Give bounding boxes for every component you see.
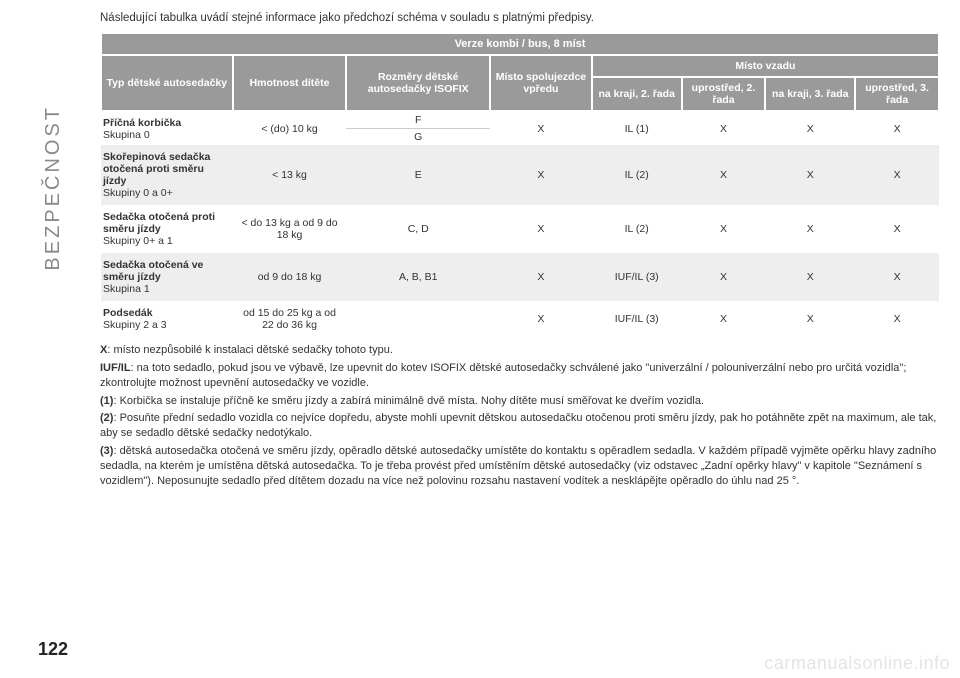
th-type: Typ dětské autosedačky xyxy=(101,55,233,111)
note-x: X: místo nezpůsobilé k instalaci dětské … xyxy=(100,343,940,358)
note-1-text: : Korbička se instaluje příčně ke směru … xyxy=(113,395,704,407)
cell-r2: X xyxy=(682,145,766,205)
watermark: carmanualsonline.info xyxy=(764,653,950,674)
table-row: Skořepinová sedačka otočená proti směru … xyxy=(101,145,939,205)
type-plain: Skupina 0 xyxy=(103,129,150,141)
th-rear-group: Místo vzadu xyxy=(592,55,939,77)
type-bold: Podsedák xyxy=(103,307,153,319)
intro-text: Následující tabulka uvádí stejné informa… xyxy=(100,12,940,24)
cell-front: X xyxy=(490,301,592,337)
cell-r4: X xyxy=(855,111,939,145)
note-1: (1): Korbička se instaluje příčně ke smě… xyxy=(100,394,940,409)
cell-r3: X xyxy=(765,145,855,205)
cell-mass: < (do) 10 kg xyxy=(233,111,347,145)
cell-r1: IL (1) xyxy=(592,111,682,145)
th-size: Rozměry dětské autosedačky ISOFIX xyxy=(346,55,490,111)
cell-mass: < do 13 kg a od 9 do 18 kg xyxy=(233,205,347,253)
type-plain: Skupiny 0 a 0+ xyxy=(103,187,173,199)
cell-r2: X xyxy=(682,301,766,337)
cell-front: X xyxy=(490,145,592,205)
cell-r3: X xyxy=(765,111,855,145)
cell-r4: X xyxy=(855,145,939,205)
note-1-label: (1) xyxy=(100,395,113,407)
page-content: Následující tabulka uvádí stejné informa… xyxy=(100,12,940,492)
cell-size-f: F xyxy=(346,111,490,129)
note-3-label: (3) xyxy=(100,445,113,457)
cell-size: A, B, B1 xyxy=(346,253,490,301)
table-title: Verze kombi / bus, 8 míst xyxy=(101,33,939,55)
cell-type: Sedačka otočená proti směru jízdy Skupin… xyxy=(101,205,233,253)
type-plain: Skupina 1 xyxy=(103,283,150,295)
th-front: Místo spolujezdce vpředu xyxy=(490,55,592,111)
table-row: Podsedák Skupiny 2 a 3 od 15 do 25 kg a … xyxy=(101,301,939,337)
cell-type: Skořepinová sedačka otočená proti směru … xyxy=(101,145,233,205)
type-plain: Skupiny 2 a 3 xyxy=(103,319,167,331)
type-bold: Sedačka otočená proti směru jízdy xyxy=(103,211,215,235)
cell-size xyxy=(346,301,490,337)
cell-front: X xyxy=(490,253,592,301)
cell-type: Příčná korbička Skupina 0 xyxy=(101,111,233,145)
note-3-text: : dětská autosedačka otočená ve směru jí… xyxy=(100,445,936,487)
cell-r2: X xyxy=(682,253,766,301)
cell-mass: < 13 kg xyxy=(233,145,347,205)
note-2-label: (2) xyxy=(100,412,113,424)
cell-r4: X xyxy=(855,253,939,301)
type-bold: Sedačka otočená ve směru jízdy xyxy=(103,259,203,283)
cell-r4: X xyxy=(855,205,939,253)
table-row: Sedačka otočená proti směru jízdy Skupin… xyxy=(101,205,939,253)
cell-size: C, D xyxy=(346,205,490,253)
cell-size-g: G xyxy=(346,129,490,146)
note-2: (2): Posuňte přední sedadlo vozidla co n… xyxy=(100,411,940,441)
note-iuf-text: : na toto sedadlo, pokud jsou ve výbavě,… xyxy=(100,362,906,389)
cell-mass: od 15 do 25 kg a od 22 do 36 kg xyxy=(233,301,347,337)
cell-mass: od 9 do 18 kg xyxy=(233,253,347,301)
cell-r1: IL (2) xyxy=(592,145,682,205)
cell-front: X xyxy=(490,205,592,253)
cell-type: Sedačka otočená ve směru jízdy Skupina 1 xyxy=(101,253,233,301)
cell-r3: X xyxy=(765,301,855,337)
table-row: Sedačka otočená ve směru jízdy Skupina 1… xyxy=(101,253,939,301)
th-rear3: na kraji, 3. řada xyxy=(765,77,855,111)
cell-r1: IL (2) xyxy=(592,205,682,253)
th-rear1: na kraji, 2. řada xyxy=(592,77,682,111)
seat-table: Verze kombi / bus, 8 míst Typ dětské aut… xyxy=(100,32,940,337)
note-x-text: : místo nezpůsobilé k instalaci dětské s… xyxy=(107,344,393,356)
type-bold: Skořepinová sedačka otočená proti směru … xyxy=(103,151,210,187)
type-plain: Skupiny 0+ a 1 xyxy=(103,235,173,247)
table-row: Příčná korbička Skupina 0 < (do) 10 kg F… xyxy=(101,111,939,129)
notes-block: X: místo nezpůsobilé k instalaci dětské … xyxy=(100,343,940,489)
cell-r2: X xyxy=(682,205,766,253)
note-iuf: IUF/IL: na toto sedadlo, pokud jsou ve v… xyxy=(100,361,940,391)
note-iuf-label: IUF/IL xyxy=(100,362,131,374)
cell-size: E xyxy=(346,145,490,205)
note-3: (3): dětská autosedačka otočená ve směru… xyxy=(100,444,940,489)
type-bold: Příčná korbička xyxy=(103,117,181,129)
th-mass: Hmotnost dítěte xyxy=(233,55,347,111)
cell-r4: X xyxy=(855,301,939,337)
cell-r1: IUF/IL (3) xyxy=(592,301,682,337)
cell-type: Podsedák Skupiny 2 a 3 xyxy=(101,301,233,337)
section-label: BEZPEČNOST xyxy=(42,105,65,271)
cell-r2: X xyxy=(682,111,766,145)
th-rear4: uprostřed, 3. řada xyxy=(855,77,939,111)
cell-r3: X xyxy=(765,205,855,253)
cell-front: X xyxy=(490,111,592,145)
cell-r3: X xyxy=(765,253,855,301)
th-rear2: uprostřed, 2. řada xyxy=(682,77,766,111)
note-2-text: : Posuňte přední sedadlo vozidla co nejv… xyxy=(100,412,936,439)
cell-r1: IUF/IL (3) xyxy=(592,253,682,301)
page-number: 122 xyxy=(38,639,68,660)
